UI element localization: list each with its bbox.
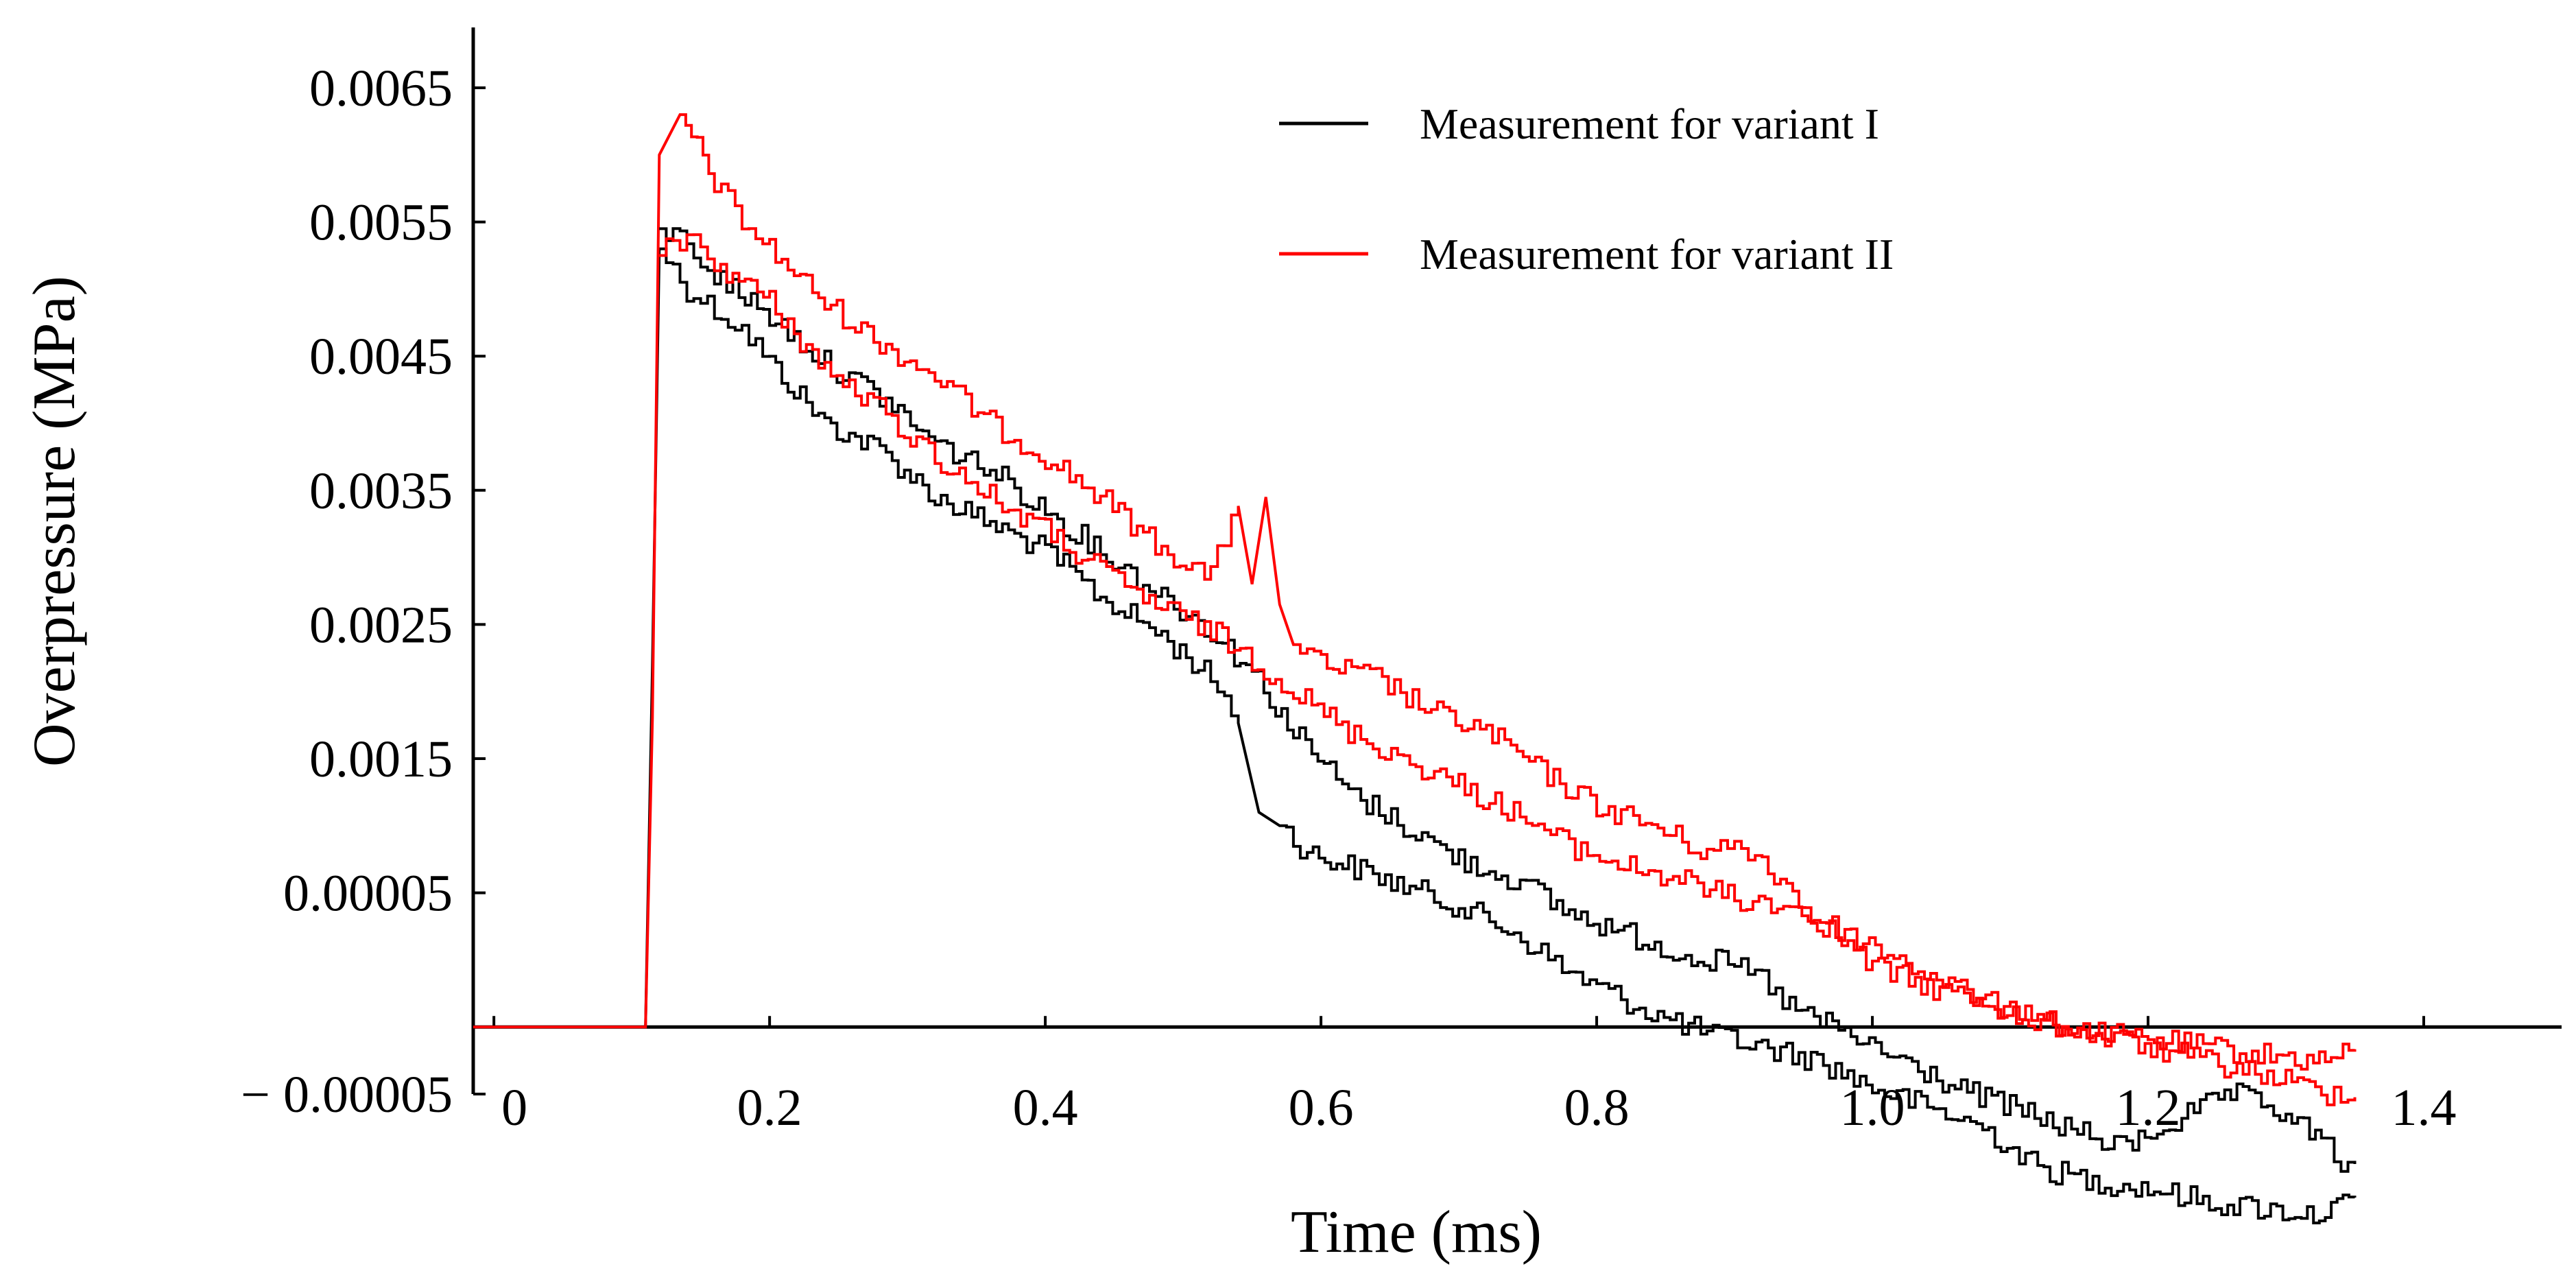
x-tick-label: 1.4 xyxy=(2392,1079,2457,1137)
x-tick-label: 0.4 xyxy=(1013,1079,1078,1137)
y-tick-label: 0.0015 xyxy=(309,731,453,788)
x-tick-label: 0.6 xyxy=(1289,1079,1354,1137)
y-tick-label: − 0.00005 xyxy=(241,1066,453,1124)
y-tick-label: 0.0045 xyxy=(309,328,453,385)
x-ticks: 0 0.2 0.4 0.6 0.8 1.0 1.2 1.4 xyxy=(492,1016,2457,1137)
x-tick-label: 0 xyxy=(501,1079,527,1137)
legend: Measurement for variant I Measurement for… xyxy=(1279,99,1894,278)
x-axis-title: Time (ms) xyxy=(1291,1199,1542,1266)
series-layer xyxy=(473,113,2357,1224)
y-tick-label: 0.0025 xyxy=(309,596,453,654)
x-tick-label: 1.2 xyxy=(2116,1079,2181,1137)
y-tick-label: 0.00005 xyxy=(283,865,453,923)
series-line xyxy=(659,227,2357,1173)
series-line xyxy=(659,233,2357,1106)
series-line xyxy=(473,247,2357,1224)
y-tick-label: 0.0055 xyxy=(309,194,453,252)
y-ticks: 0.0065 0.0055 0.0045 0.0035 0.0025 0.0015 0.00… xyxy=(241,60,486,1124)
legend-label: Measurement for variant I xyxy=(1420,99,1879,148)
x-tick-label: 0.8 xyxy=(1564,1079,1630,1137)
y-axis-title: Overpressure (MPa) xyxy=(21,276,88,767)
legend-label: Measurement for variant II xyxy=(1420,230,1894,278)
y-tick-label: 0.0065 xyxy=(309,60,453,117)
plot-area: 0.0065 0.0055 0.0045 0.0035 0.0025 0.0015 0.00… xyxy=(241,27,2562,1224)
series-line xyxy=(473,113,2357,1071)
x-tick-label: 0.2 xyxy=(737,1079,802,1137)
y-tick-label: 0.0035 xyxy=(309,462,453,520)
